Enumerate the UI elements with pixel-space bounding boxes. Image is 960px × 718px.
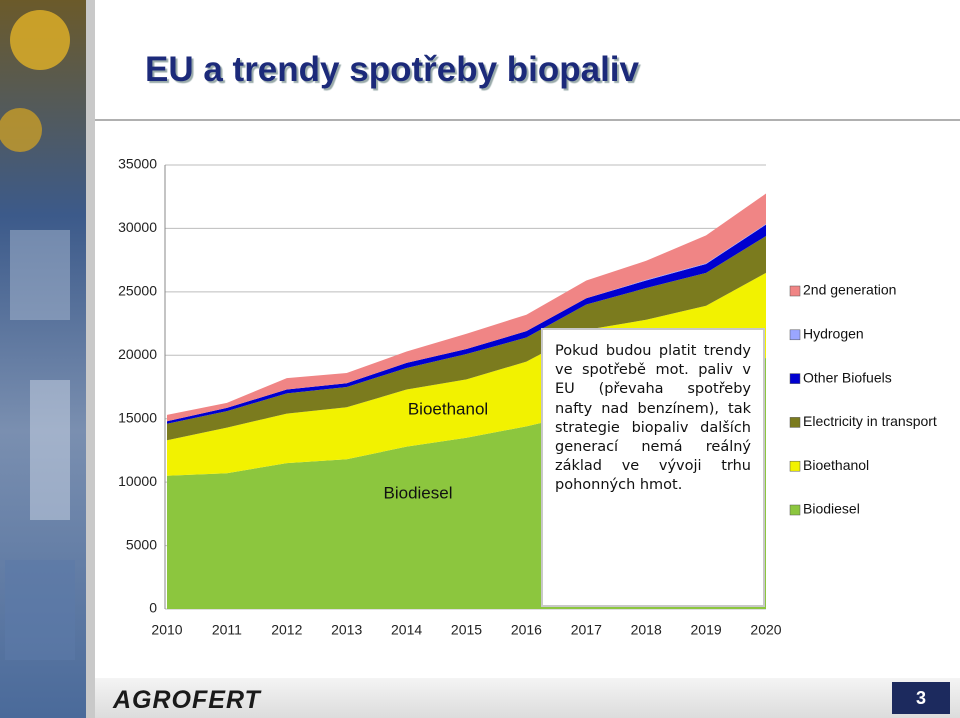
y-tick-label: 30000 [118, 219, 157, 235]
y-tick-label: 0 [149, 600, 157, 616]
x-tick-label: 2011 [212, 622, 242, 638]
x-tick-label: 2015 [451, 622, 482, 638]
x-tick-label: 2018 [631, 622, 662, 638]
area-label: Bioethanol [408, 399, 488, 418]
legend-label: Other Biofuels [803, 369, 892, 385]
legend-swatch [789, 373, 801, 384]
y-tick-label: 15000 [118, 409, 157, 425]
logo: AGROFERT [113, 686, 261, 714]
y-tick-label: 20000 [118, 346, 157, 362]
y-tick-label: 25000 [118, 283, 157, 299]
legend-label: Electricity in transport [803, 413, 937, 429]
area [167, 236, 766, 441]
x-tick-label: 2010 [151, 622, 182, 638]
area-label: Biodiesel [384, 483, 453, 502]
y-tick-label: 5000 [126, 536, 157, 552]
text-box: Pokud budou platit trendy ve spotřebě mo… [541, 328, 765, 607]
title: EU a trendy spotřeby biopaliv [145, 50, 639, 89]
x-tick-label: 2016 [511, 622, 542, 638]
x-tick-label: 2013 [331, 622, 362, 638]
x-tick-label: 2020 [750, 622, 781, 638]
x-tick-label: 2017 [571, 622, 602, 638]
area [167, 272, 766, 476]
legend-label: 2nd generation [803, 282, 896, 298]
y-tick-label: 35000 [118, 156, 157, 172]
y-tick-label: 10000 [118, 473, 157, 489]
legend-swatch [789, 417, 801, 428]
legend-swatch [789, 460, 801, 472]
legend-swatch [789, 329, 801, 341]
footer: AGROFERT 3 [95, 678, 960, 718]
x-tick-label: 2012 [271, 622, 302, 638]
x-tick-label: 2019 [691, 622, 722, 638]
legend-swatch [789, 285, 801, 297]
side-image [0, 0, 86, 718]
legend-swatch [789, 504, 801, 516]
divider [86, 0, 95, 718]
page-number: 3 [892, 682, 950, 714]
legend-label: Biodiesel [803, 501, 860, 517]
legend-label: Hydrogen [803, 326, 864, 342]
legend-label: Bioethanol [803, 457, 869, 473]
x-tick-label: 2014 [391, 622, 422, 638]
